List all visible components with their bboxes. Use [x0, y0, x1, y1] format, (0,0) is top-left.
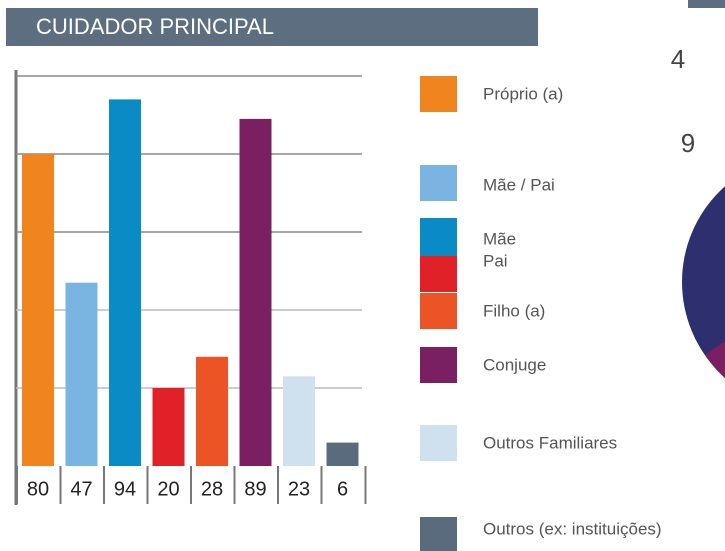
legend-label: Conjuge	[483, 355, 546, 374]
header-fragment	[688, 0, 725, 8]
bar	[22, 154, 54, 466]
bar	[239, 118, 272, 467]
data-label: 23	[288, 478, 310, 500]
legend-swatch	[420, 256, 457, 292]
data-label: 47	[70, 478, 92, 500]
legend-swatch	[420, 425, 457, 461]
data-label: 6	[337, 478, 348, 500]
pie-body	[682, 186, 725, 378]
legend-swatch	[420, 293, 457, 329]
title-bar	[6, 8, 538, 46]
data-label: 20	[157, 478, 179, 500]
bar	[109, 99, 141, 467]
legend-label: Outros Familiares	[483, 433, 617, 452]
legend-label: Mãe / Pai	[483, 175, 555, 194]
annotation: 9	[681, 128, 695, 158]
legend-label: Mãe	[483, 229, 516, 248]
legend-label: Outros (ex: instituições)	[483, 519, 662, 538]
legend-swatch	[420, 517, 457, 551]
legend-label: Pai	[483, 251, 508, 270]
bar	[152, 388, 185, 466]
chart-title: CUIDADOR PRINCIPAL	[36, 14, 274, 39]
pie-slice	[705, 341, 725, 379]
bar	[283, 376, 315, 466]
data-label: 80	[27, 478, 49, 500]
data-label: 28	[201, 478, 223, 500]
legend-swatch	[420, 165, 457, 201]
legend-label: Próprio (a)	[483, 84, 563, 103]
legend-swatch	[420, 76, 457, 112]
annotation: 4	[671, 44, 685, 74]
pie-fragment	[682, 186, 725, 379]
bar	[65, 282, 98, 466]
legend-swatch	[420, 347, 457, 383]
legend-swatch	[420, 218, 457, 256]
bar	[196, 356, 228, 466]
legend-label: Filho (a)	[483, 301, 545, 320]
data-label: 94	[114, 478, 136, 500]
data-label: 89	[244, 478, 266, 500]
bar	[326, 442, 359, 466]
